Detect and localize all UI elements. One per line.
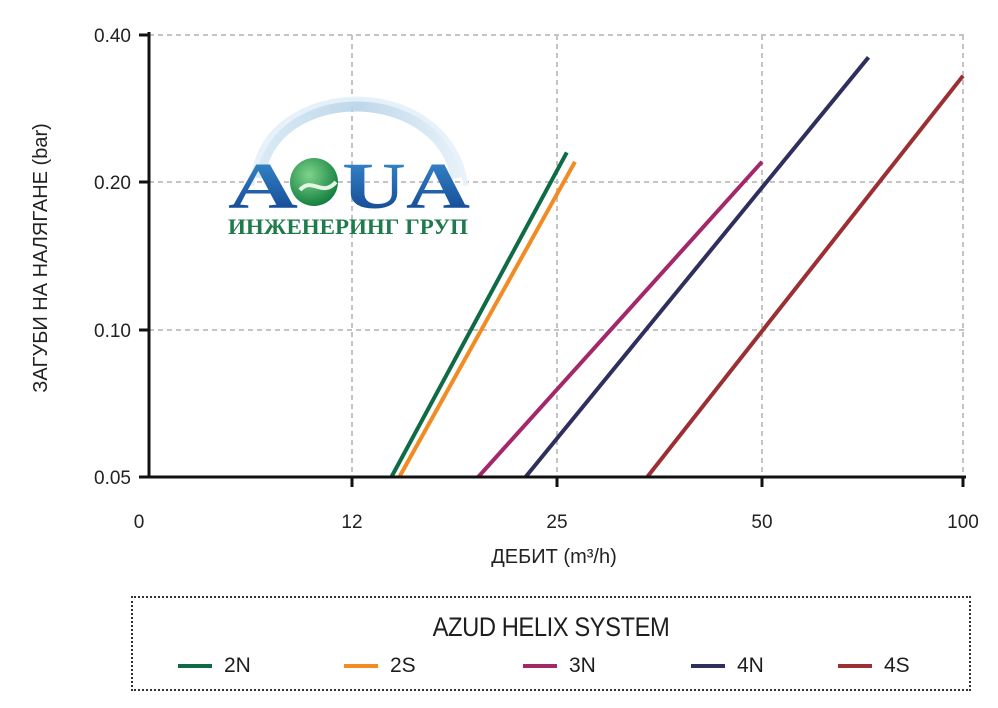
legend-item-2n: 2N — [178, 654, 251, 678]
series-line-2n — [389, 151, 569, 478]
legend: AZUD HELIX SYSTEM 2N 2S 3N 4N 4S — [131, 596, 971, 691]
series-line-3n — [476, 160, 764, 479]
x-tick-label: 50 — [751, 512, 772, 533]
legend-item-2s: 2S — [344, 654, 416, 678]
legend-swatch-4s — [838, 664, 872, 668]
x-tick-label: 12 — [341, 512, 362, 533]
legend-label-3n: 3N — [569, 654, 596, 677]
logo-letters-ua: UA — [342, 150, 470, 223]
ticks: 0 12 25 50 100 0.05 0.10 0.20 0.40 — [94, 26, 979, 533]
legend-item-4n: 4N — [691, 654, 764, 678]
x-tick-label: 25 — [546, 512, 567, 533]
series-group — [389, 56, 965, 479]
legend-label-2n: 2N — [224, 654, 251, 677]
legend-label-2s: 2S — [390, 654, 416, 677]
y-tick-label: 0.10 — [94, 321, 131, 342]
logo-drop-icon — [290, 158, 338, 206]
legend-label-4n: 4N — [737, 654, 764, 677]
y-tick-label: 0.40 — [94, 26, 131, 47]
logo-letter-a1: A — [228, 150, 298, 223]
x-axis-title: ДЕБИТ (m³/h) — [491, 546, 616, 568]
x-tick-label: 100 — [947, 512, 979, 533]
y-tick-label: 0.20 — [94, 173, 131, 194]
legend-item-4s: 4S — [838, 654, 910, 678]
legend-swatch-2s — [344, 664, 378, 668]
legend-label-4s: 4S — [884, 654, 910, 677]
series-line-4s — [645, 74, 965, 479]
legend-swatch-2n — [178, 664, 212, 668]
y-tick-label: 0.05 — [94, 468, 131, 489]
grid — [149, 34, 966, 477]
aqua-logo: A UA ИНЖЕНЕРИНГ ГРУП — [228, 96, 470, 239]
logo-tagline: ИНЖЕНЕРИНГ ГРУП — [228, 214, 468, 239]
chart: A UA ИНЖЕНЕРИНГ ГРУП 0 12 25 50 1000.050.100… — [30, 26, 979, 568]
x-tick-label: 0 — [134, 512, 145, 533]
legend-title: AZUD HELIX SYSTEM — [432, 612, 670, 642]
y-axis-title: ЗАГУБИ НА НАЛЯГАНЕ (bar) — [30, 123, 52, 393]
series-line-2s — [397, 160, 577, 478]
series-line-4n — [523, 56, 871, 479]
legend-swatch-4n — [691, 664, 725, 668]
legend-item-3n: 3N — [523, 654, 596, 678]
legend-swatch-3n — [523, 664, 557, 668]
